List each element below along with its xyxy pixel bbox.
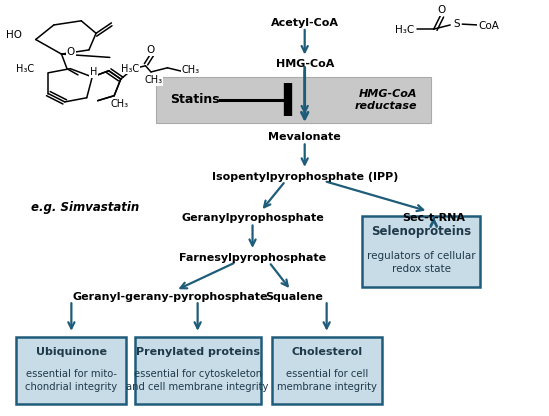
Text: CH₃: CH₃	[110, 99, 129, 109]
Text: H₃C: H₃C	[16, 64, 35, 74]
Text: HMG-CoA: HMG-CoA	[276, 59, 334, 69]
Text: Mevalonate: Mevalonate	[268, 132, 341, 142]
Text: H: H	[89, 67, 97, 77]
Text: Sec-t-RNA: Sec-t-RNA	[402, 213, 465, 223]
Text: Isopentylpyrophosphate (IPP): Isopentylpyrophosphate (IPP)	[211, 172, 398, 182]
Text: e.g. Simvastatin: e.g. Simvastatin	[31, 201, 139, 215]
Text: O: O	[147, 45, 155, 55]
Text: Selenoproteins: Selenoproteins	[371, 225, 472, 238]
Text: O: O	[66, 47, 75, 57]
FancyBboxPatch shape	[16, 337, 126, 404]
Text: CoA: CoA	[478, 21, 499, 31]
Text: Squalene: Squalene	[265, 292, 323, 302]
Text: S: S	[453, 19, 460, 29]
Text: O: O	[128, 64, 137, 74]
Text: essential for mito-
chondrial integrity: essential for mito- chondrial integrity	[25, 369, 117, 392]
FancyBboxPatch shape	[135, 337, 261, 404]
FancyBboxPatch shape	[362, 216, 480, 287]
Text: CH₃: CH₃	[144, 75, 163, 85]
FancyBboxPatch shape	[156, 77, 431, 123]
Text: Farnesylpyrophosphate: Farnesylpyrophosphate	[179, 253, 326, 263]
Text: regulators of cellular
redox state: regulators of cellular redox state	[367, 251, 475, 274]
Text: HO: HO	[6, 30, 22, 40]
Text: Acetyl-CoA: Acetyl-CoA	[271, 18, 339, 28]
Text: Cholesterol: Cholesterol	[291, 347, 362, 357]
Text: H₃C: H₃C	[395, 25, 414, 35]
Text: O: O	[438, 5, 446, 15]
Text: Statins: Statins	[170, 93, 220, 106]
Text: Geranyl-gerany-pyrophosphate: Geranyl-gerany-pyrophosphate	[72, 292, 268, 302]
Text: HMG-CoA
reductase: HMG-CoA reductase	[355, 89, 417, 111]
Text: H₃C: H₃C	[121, 64, 139, 74]
Text: Prenylated proteins: Prenylated proteins	[136, 347, 260, 357]
Text: essential for cell
membrane integrity: essential for cell membrane integrity	[277, 369, 377, 392]
Text: Geranylpyrophosphate: Geranylpyrophosphate	[181, 213, 324, 223]
Text: essential for cytoskeleton
and cell membrane integrity: essential for cytoskeleton and cell memb…	[126, 369, 269, 392]
FancyBboxPatch shape	[272, 337, 382, 404]
Text: CH₃: CH₃	[182, 65, 200, 75]
Text: Ubiquinone: Ubiquinone	[36, 347, 107, 357]
